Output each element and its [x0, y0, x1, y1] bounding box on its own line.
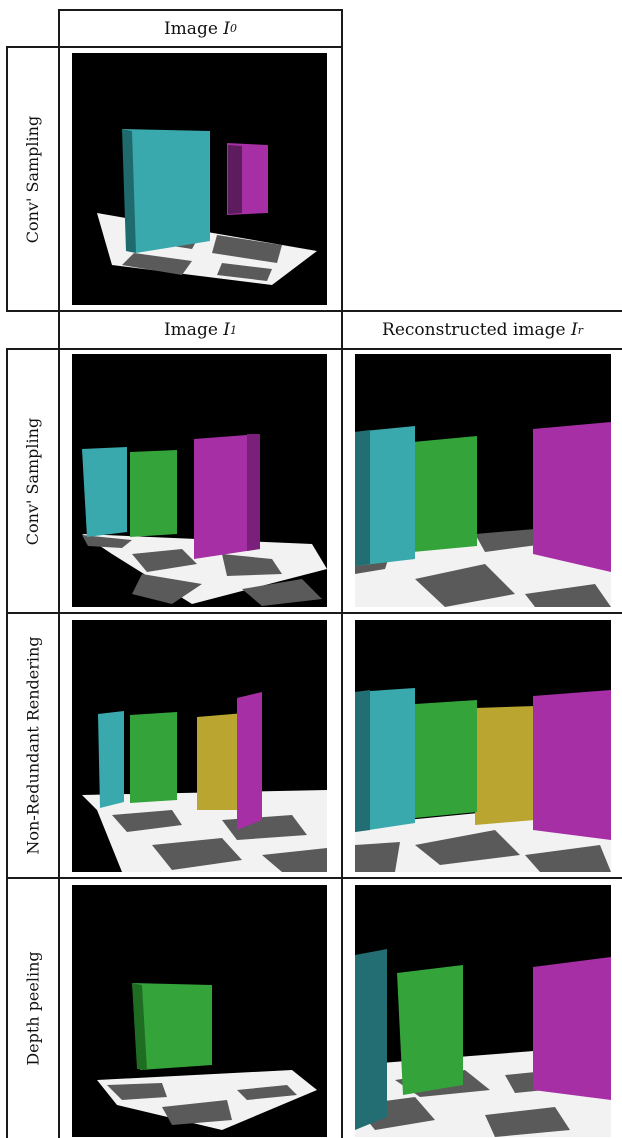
- row-label-non-redundant-rendering: Non-Redundant Rendering: [8, 614, 58, 877]
- header-subscript: 0: [230, 22, 238, 35]
- header-symbol: I: [223, 320, 231, 340]
- row-label-text: Conv' Sampling: [23, 115, 43, 243]
- table-rule: [6, 612, 622, 614]
- table-rule: [6, 348, 622, 350]
- render-ir-non-redundant: [355, 620, 611, 872]
- scene-render: [97, 983, 317, 1130]
- table-rule: [6, 46, 8, 312]
- scene-render: [355, 688, 611, 872]
- row-label-text: Conv' Sampling: [23, 417, 43, 545]
- header-subscript: r: [577, 323, 583, 337]
- table-rule: [6, 348, 8, 1138]
- render-ir-depth-peeling: [355, 885, 611, 1137]
- render-i1-non-redundant: [72, 620, 327, 872]
- row-label-conv-sampling-top: Conv' Sampling: [8, 48, 58, 310]
- row-label-text: Depth peeling: [23, 951, 43, 1066]
- table-rule: [6, 310, 622, 312]
- header-text: Reconstructed image: [382, 320, 566, 340]
- table-rule: [6, 877, 622, 879]
- render-i1-depth-peeling: [72, 885, 327, 1137]
- table-rule: [6, 46, 342, 48]
- scene-render: [97, 129, 317, 285]
- row-label-conv-sampling: Conv' Sampling: [8, 350, 58, 612]
- render-ir-conv-sampling: [355, 354, 611, 607]
- header-symbol: I: [223, 18, 231, 39]
- header-text: Image: [163, 18, 218, 39]
- row-label-depth-peeling: Depth peeling: [8, 879, 58, 1138]
- scene-render: [82, 434, 327, 606]
- table-rule: [341, 9, 343, 312]
- table-rule: [58, 9, 60, 1138]
- scene-render: [82, 692, 327, 872]
- render-i0-conv-sampling: [72, 53, 327, 305]
- header-text: Image: [163, 320, 218, 340]
- header-symbol: I: [570, 320, 578, 340]
- header-subscript: 1: [230, 323, 238, 337]
- row-label-text: Non-Redundant Rendering: [23, 636, 43, 855]
- scene-render: [355, 949, 611, 1137]
- table-rule: [341, 312, 343, 1138]
- render-i1-conv-sampling: [72, 354, 327, 607]
- scene-render: [355, 422, 611, 607]
- table-rule: [59, 9, 342, 11]
